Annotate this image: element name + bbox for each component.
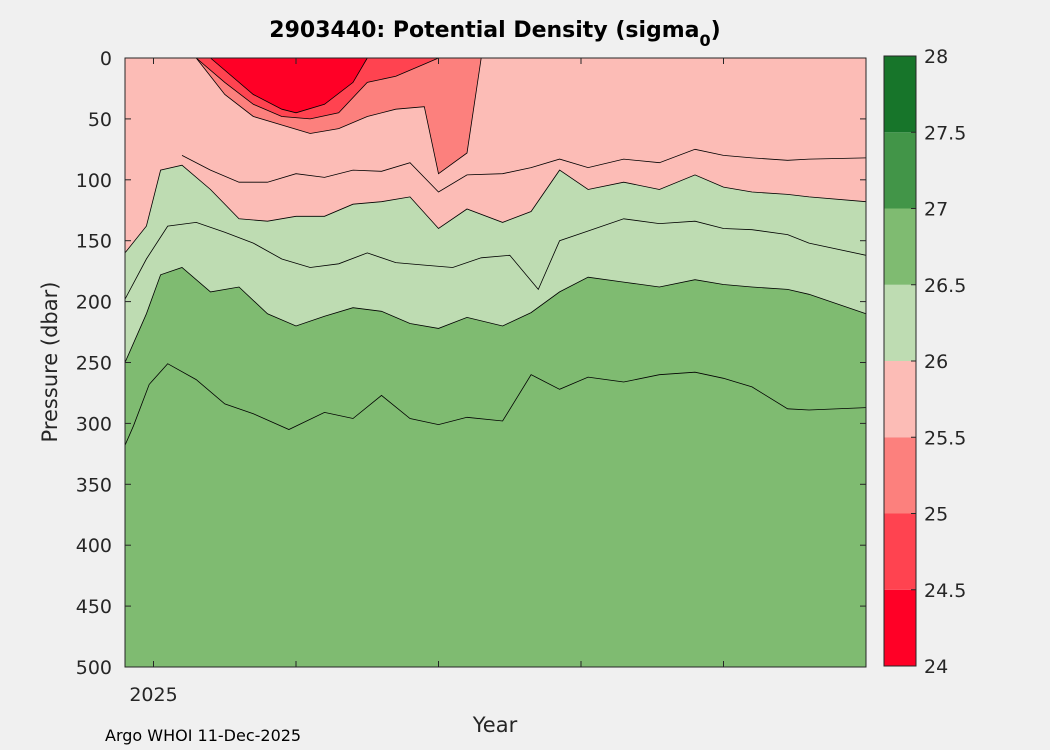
contour-line-0 [124, 363, 867, 446]
colorbar: 24 24.5 25 25.5 26 26.5 27 27.5 28 [883, 46, 966, 678]
colorbar-tick-label: 24 [924, 656, 948, 678]
y-tick-label: 300 [76, 413, 112, 435]
y-axis-label: Pressure (dbar) [38, 282, 62, 443]
colorbar-segment [884, 208, 916, 285]
contour-lines [124, 57, 867, 446]
colorbar-tick-label: 27 [924, 199, 948, 221]
colorbar-segment [884, 589, 916, 666]
y-tick-label: 250 [76, 353, 112, 375]
y-tick-label: 500 [76, 657, 112, 679]
contour-line-1 [124, 267, 867, 363]
colorbar-segment [884, 132, 916, 209]
colorbar-segment [884, 437, 916, 514]
contour-line-7 [210, 57, 368, 114]
y-tick-label: 0 [100, 48, 112, 70]
colorbar-tick-label: 27.5 [924, 122, 966, 144]
colorbar-segment [884, 513, 916, 590]
footer-credit: Argo WHOI 11-Dec-2025 [105, 726, 301, 745]
contour-line-3 [124, 164, 867, 254]
plot-area: 2025 0 50 100 150 200 250 300 350 400 450 500 [76, 48, 867, 706]
contour-line-6 [195, 57, 439, 120]
contour-line-4 [181, 148, 867, 193]
y-tick-label: 200 [76, 292, 112, 314]
colorbar-tick-label: 25 [924, 504, 948, 526]
colorbar-tick-label: 24.5 [924, 580, 966, 602]
contour-fills [125, 58, 866, 446]
colorbar-segment [884, 56, 916, 133]
y-tick-label: 50 [88, 109, 112, 131]
contour-line-2 [124, 218, 867, 300]
x-tick-label: 2025 [129, 684, 177, 706]
contour-fill-7 [210, 58, 368, 113]
colorbar-segment [884, 361, 916, 438]
contour-line-5 [195, 57, 482, 175]
y-tick-label: 350 [76, 474, 112, 496]
x-axis-ticks: 2025 [129, 58, 724, 706]
y-tick-label: 450 [76, 596, 112, 618]
x-axis-label: Year [472, 713, 518, 737]
colorbar-tick-label: 26 [924, 351, 948, 373]
y-axis-ticks: 0 50 100 150 200 250 300 350 400 450 500 [76, 48, 866, 679]
chart-title: 2903440: Potential Density (sigma0) [269, 18, 720, 50]
y-tick-label: 100 [76, 170, 112, 192]
colorbar-tick-label: 26.5 [924, 275, 966, 297]
colorbar-tick-label: 28 [924, 46, 948, 68]
colorbar-segment [884, 284, 916, 361]
y-tick-label: 400 [76, 535, 112, 557]
y-tick-label: 150 [76, 231, 112, 253]
colorbar-tick-label: 25.5 [924, 427, 966, 449]
